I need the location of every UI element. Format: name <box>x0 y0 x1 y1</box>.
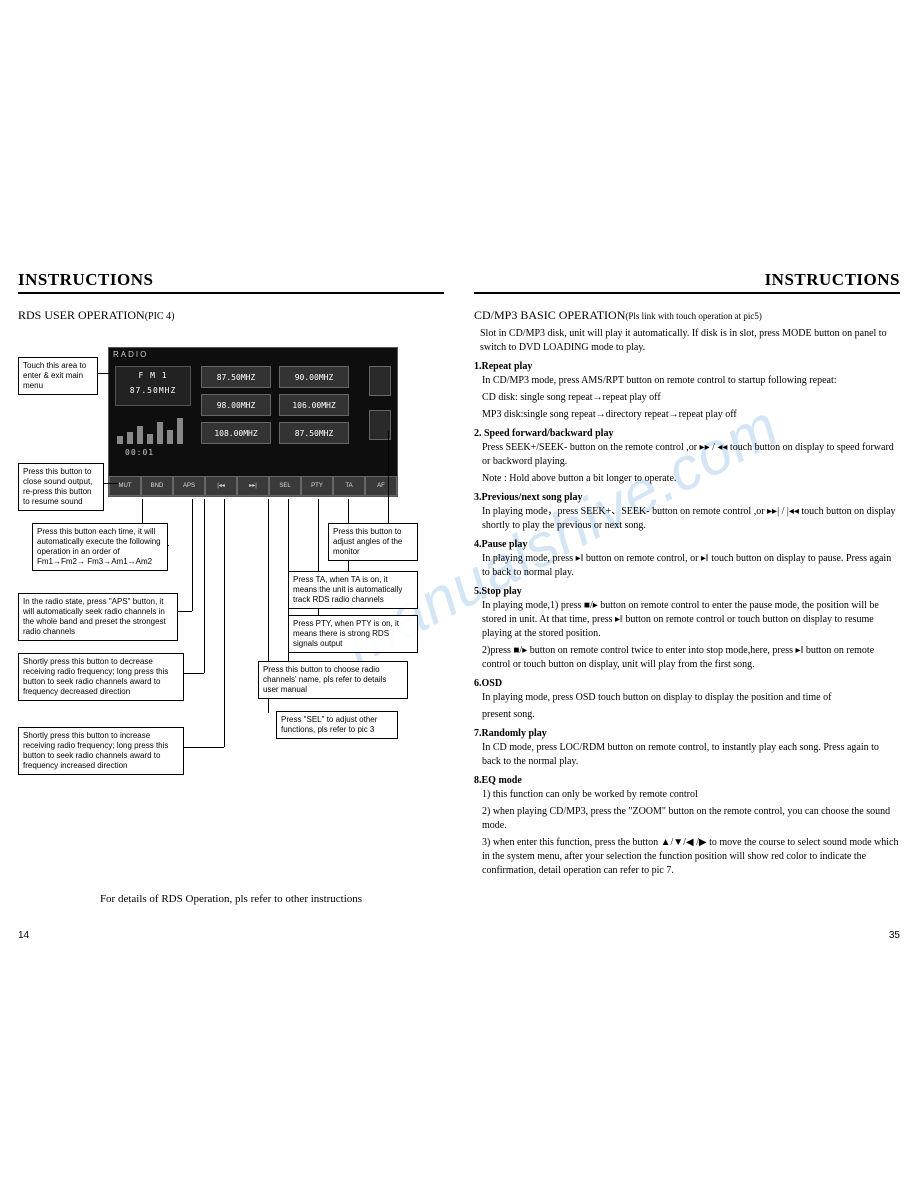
cd-item-line: CD disk: single song repeat→repeat play … <box>482 391 900 405</box>
left-header: INSTRUCTIONS <box>18 270 153 289</box>
radio-btn-3: |◂◂ <box>205 476 237 496</box>
cd-title-sub: (Pls link with touch operation at pic5) <box>625 311 761 321</box>
cd-items-list: 1.Repeat play In CD/MP3 mode, press AMS/R… <box>474 361 900 878</box>
cd-item-line: In CD mode, press LOC/RDM button on remo… <box>482 741 900 769</box>
cd-title-main: CD/MP3 BASIC OPERATION <box>474 308 625 322</box>
cd-item-head: 4.Pause play <box>474 539 900 550</box>
radio-freq-5: 87.50MHZ <box>279 422 349 444</box>
radio-btn-4: ▸▸| <box>237 476 269 496</box>
callout-channel-name: Press this button to choose radio channe… <box>258 661 408 699</box>
rds-title-main: RDS USER OPERATION <box>18 308 145 322</box>
right-page: INSTRUCTIONS CD/MP3 BASIC OPERATION(Pls … <box>474 270 900 905</box>
cd-item-line: Note : Hold above button a bit longer to… <box>482 472 900 486</box>
radio-freq-4: 108.00MHZ <box>201 422 271 444</box>
cd-item-line: 1) this function can only be worked by r… <box>482 788 900 802</box>
rds-title-sub: (PIC 4) <box>145 311 175 322</box>
radio-btn-0: MUT <box>109 476 141 496</box>
radio-button-row: MUT BND APS |◂◂ ▸▸| SEL PTY TA AF <box>109 476 397 496</box>
cd-item-line: In playing mode,1) press ■/▸ button on r… <box>482 599 900 641</box>
radio-btn-6: PTY <box>301 476 333 496</box>
cd-item-head: 8.EQ mode <box>474 775 900 786</box>
cd-intro: Slot in CD/MP3 disk, unit will play it a… <box>480 327 900 355</box>
callout-angle: Press this button to adjust angles of th… <box>328 523 418 561</box>
callout-seek-up: Shortly press this button to increase re… <box>18 727 184 775</box>
callout-sel: Press "SEL" to adjust other functions, p… <box>276 711 398 739</box>
cd-item-head: 7.Randomly play <box>474 728 900 739</box>
radio-freq-2: 98.00MHZ <box>201 394 271 416</box>
cd-title: CD/MP3 BASIC OPERATION(Pls link with tou… <box>474 308 900 323</box>
radio-btn-1: BND <box>141 476 173 496</box>
cd-item-line: In playing mode, press OSD touch button … <box>482 691 900 705</box>
radio-label: RADIO <box>109 348 397 361</box>
left-page: INSTRUCTIONS RDS USER OPERATION(PIC 4) R… <box>18 270 444 905</box>
callout-band: Press this button each time, it will aut… <box>32 523 168 571</box>
cd-item-line: 2)press ■/▸ button on remote control twi… <box>482 644 900 672</box>
radio-btn-2: APS <box>173 476 205 496</box>
cd-item-line: In CD/MP3 mode, press AMS/RPT button on … <box>482 374 900 388</box>
cd-item-head: 6.OSD <box>474 678 900 689</box>
radio-time: 00:01 <box>125 448 154 457</box>
radio-btn-8: AF <box>365 476 397 496</box>
radio-btn-7: TA <box>333 476 365 496</box>
radio-main-freq: 87.50MHZ <box>116 386 190 395</box>
cd-item-line: Press SEEK+/SEEK- button on the remote c… <box>482 441 900 469</box>
callout-ta: Press TA, when TA is on, it means the un… <box>288 571 418 609</box>
radio-band: F M 1 <box>116 371 190 380</box>
rds-title: RDS USER OPERATION(PIC 4) <box>18 308 444 323</box>
cd-item-head: 2. Speed forward/backward play <box>474 428 900 439</box>
radio-btn-5: SEL <box>269 476 301 496</box>
cd-item-line: MP3 disk:single song repeat→directory re… <box>482 408 900 422</box>
callout-pty: Press PTY, when PTY is on, it means ther… <box>288 615 418 653</box>
rds-footnote: For details of RDS Operation, pls refer … <box>18 893 444 905</box>
callout-mute: Press this button to close sound output,… <box>18 463 104 511</box>
page-number-right: 35 <box>889 930 900 941</box>
radio-bars-icon <box>117 416 189 444</box>
cd-item-line: 2) when playing CD/MP3, press the "ZOOM"… <box>482 805 900 833</box>
radio-freq-1: 90.00MHZ <box>279 366 349 388</box>
left-header-row: INSTRUCTIONS <box>18 270 444 294</box>
radio-screenshot: RADIO F M 1 87.50MHZ 87.50MHZ 90.00MHZ 9… <box>108 347 398 497</box>
cd-item-line: 3) when enter this function, press the b… <box>482 836 900 878</box>
radio-side-btn-up <box>369 366 391 396</box>
cd-item-line: In playing mode，press SEEK+、SEEK- button… <box>482 505 900 533</box>
callout-seek-down: Shortly press this button to decrease re… <box>18 653 184 701</box>
callout-aps: In the radio state, press "APS" button, … <box>18 593 178 641</box>
rds-diagram: RADIO F M 1 87.50MHZ 87.50MHZ 90.00MHZ 9… <box>18 335 444 905</box>
cd-item-head: 1.Repeat play <box>474 361 900 372</box>
cd-item-head: 3.Previous/next song play <box>474 492 900 503</box>
radio-freq-3: 106.00MHZ <box>279 394 349 416</box>
callout-touch-area: Touch this area to enter & exit main men… <box>18 357 98 395</box>
right-header: INSTRUCTIONS <box>765 270 900 289</box>
right-header-row: INSTRUCTIONS <box>474 270 900 294</box>
cd-item-line: In playing mode, press ▸‖ button on remo… <box>482 552 900 580</box>
cd-item-head: 5.Stop play <box>474 586 900 597</box>
radio-freq-0: 87.50MHZ <box>201 366 271 388</box>
cd-item-line: present song. <box>482 708 900 722</box>
page-number-left: 14 <box>18 930 29 941</box>
radio-band-cell: F M 1 87.50MHZ <box>115 366 191 406</box>
